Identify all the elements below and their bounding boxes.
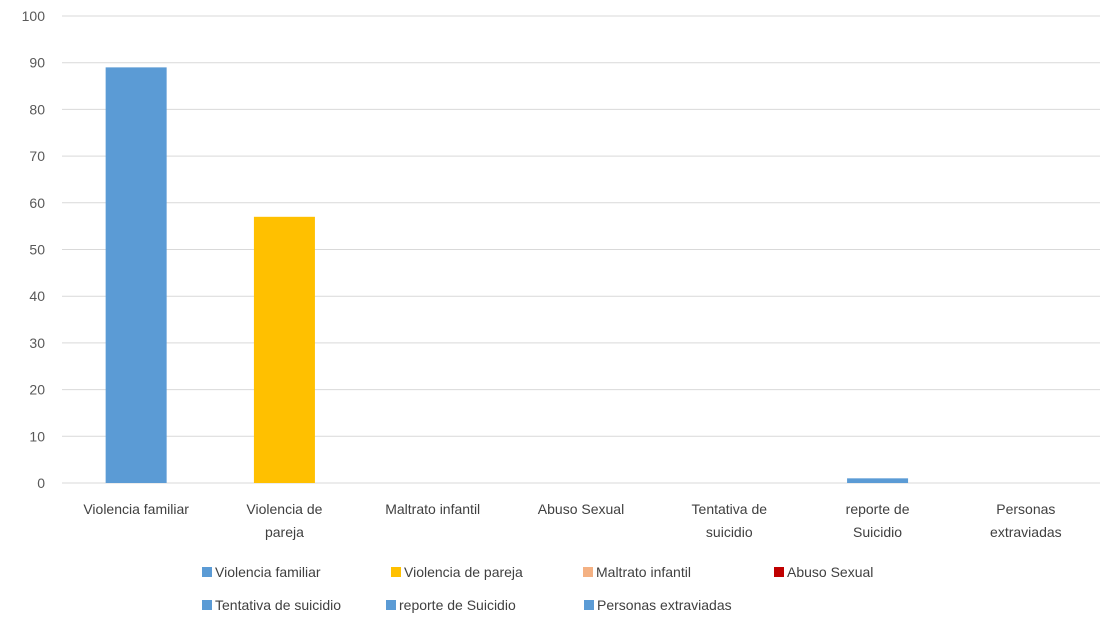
x-category-label: Violencia familiar [83, 501, 189, 517]
legend-item: Violencia familiar [202, 564, 321, 580]
y-tick-label: 20 [29, 382, 45, 398]
y-tick-label: 70 [29, 148, 45, 164]
legend-label: Violencia de pareja [404, 564, 523, 580]
legend-swatch [583, 567, 593, 577]
gridlines [62, 15, 1100, 484]
x-category-label-line: Suicidio [853, 524, 902, 540]
legend-item: reporte de Suicidio [386, 597, 516, 613]
legend-swatch [202, 600, 212, 610]
legend-swatch [391, 567, 401, 577]
x-category-label-line: extraviadas [990, 524, 1062, 540]
x-category-label-line: suicidio [706, 524, 753, 540]
x-category-label-line: reporte de [846, 501, 910, 517]
y-tick-label: 10 [29, 428, 45, 444]
y-tick-label: 60 [29, 195, 45, 211]
bar [105, 67, 167, 484]
x-category-label: reporte de Suicidio [846, 501, 910, 540]
y-tick-label: 50 [29, 242, 45, 258]
x-category-label: Maltrato infantil [385, 501, 480, 517]
legend-item: Tentativa de suicidio [202, 597, 341, 613]
x-category-label-line: pareja [265, 524, 304, 540]
y-tick-label: 40 [29, 288, 45, 304]
legend-swatch [202, 567, 212, 577]
legend-item: Personas extraviadas [584, 597, 732, 613]
legend-item: Maltrato infantil [583, 564, 691, 580]
legend-swatch [386, 600, 396, 610]
bars [105, 67, 909, 484]
x-category-label-line: Tentativa de [692, 501, 768, 517]
legend: Violencia familiar Violencia de pareja Mal… [202, 564, 873, 613]
legend-swatch [774, 567, 784, 577]
x-category-label-line: Violencia de [246, 501, 322, 517]
legend-label: Personas extraviadas [597, 597, 732, 613]
y-tick-label: 100 [22, 8, 46, 24]
x-category-label: Tentativa de suicidio [692, 501, 768, 540]
legend-label: Abuso Sexual [787, 564, 873, 580]
legend-label: Violencia familiar [215, 564, 321, 580]
y-tick-label: 80 [29, 101, 45, 117]
bar [253, 216, 315, 483]
x-category-label: Personas extraviadas [990, 501, 1062, 540]
legend-swatch [584, 600, 594, 610]
y-axis-tick-labels: 0 10 20 30 40 50 60 70 80 90 100 [22, 8, 46, 491]
x-category-label-line: Maltrato infantil [385, 501, 480, 517]
legend-label: reporte de Suicidio [399, 597, 516, 613]
x-category-label: Violencia de pareja [246, 501, 322, 540]
x-category-label: Abuso Sexual [538, 501, 624, 517]
y-tick-label: 0 [37, 475, 45, 491]
bar [847, 478, 909, 483]
x-category-label-line: Abuso Sexual [538, 501, 624, 517]
y-tick-label: 90 [29, 55, 45, 71]
legend-label: Tentativa de suicidio [215, 597, 341, 613]
x-category-label-line: Violencia familiar [83, 501, 189, 517]
legend-item: Abuso Sexual [774, 564, 873, 580]
y-tick-label: 30 [29, 335, 45, 351]
x-category-label-line: Personas [996, 501, 1055, 517]
x-axis-category-labels: Violencia familiar Violencia de pareja Malt… [83, 501, 1061, 540]
legend-item: Violencia de pareja [391, 564, 523, 580]
legend-label: Maltrato infantil [596, 564, 691, 580]
